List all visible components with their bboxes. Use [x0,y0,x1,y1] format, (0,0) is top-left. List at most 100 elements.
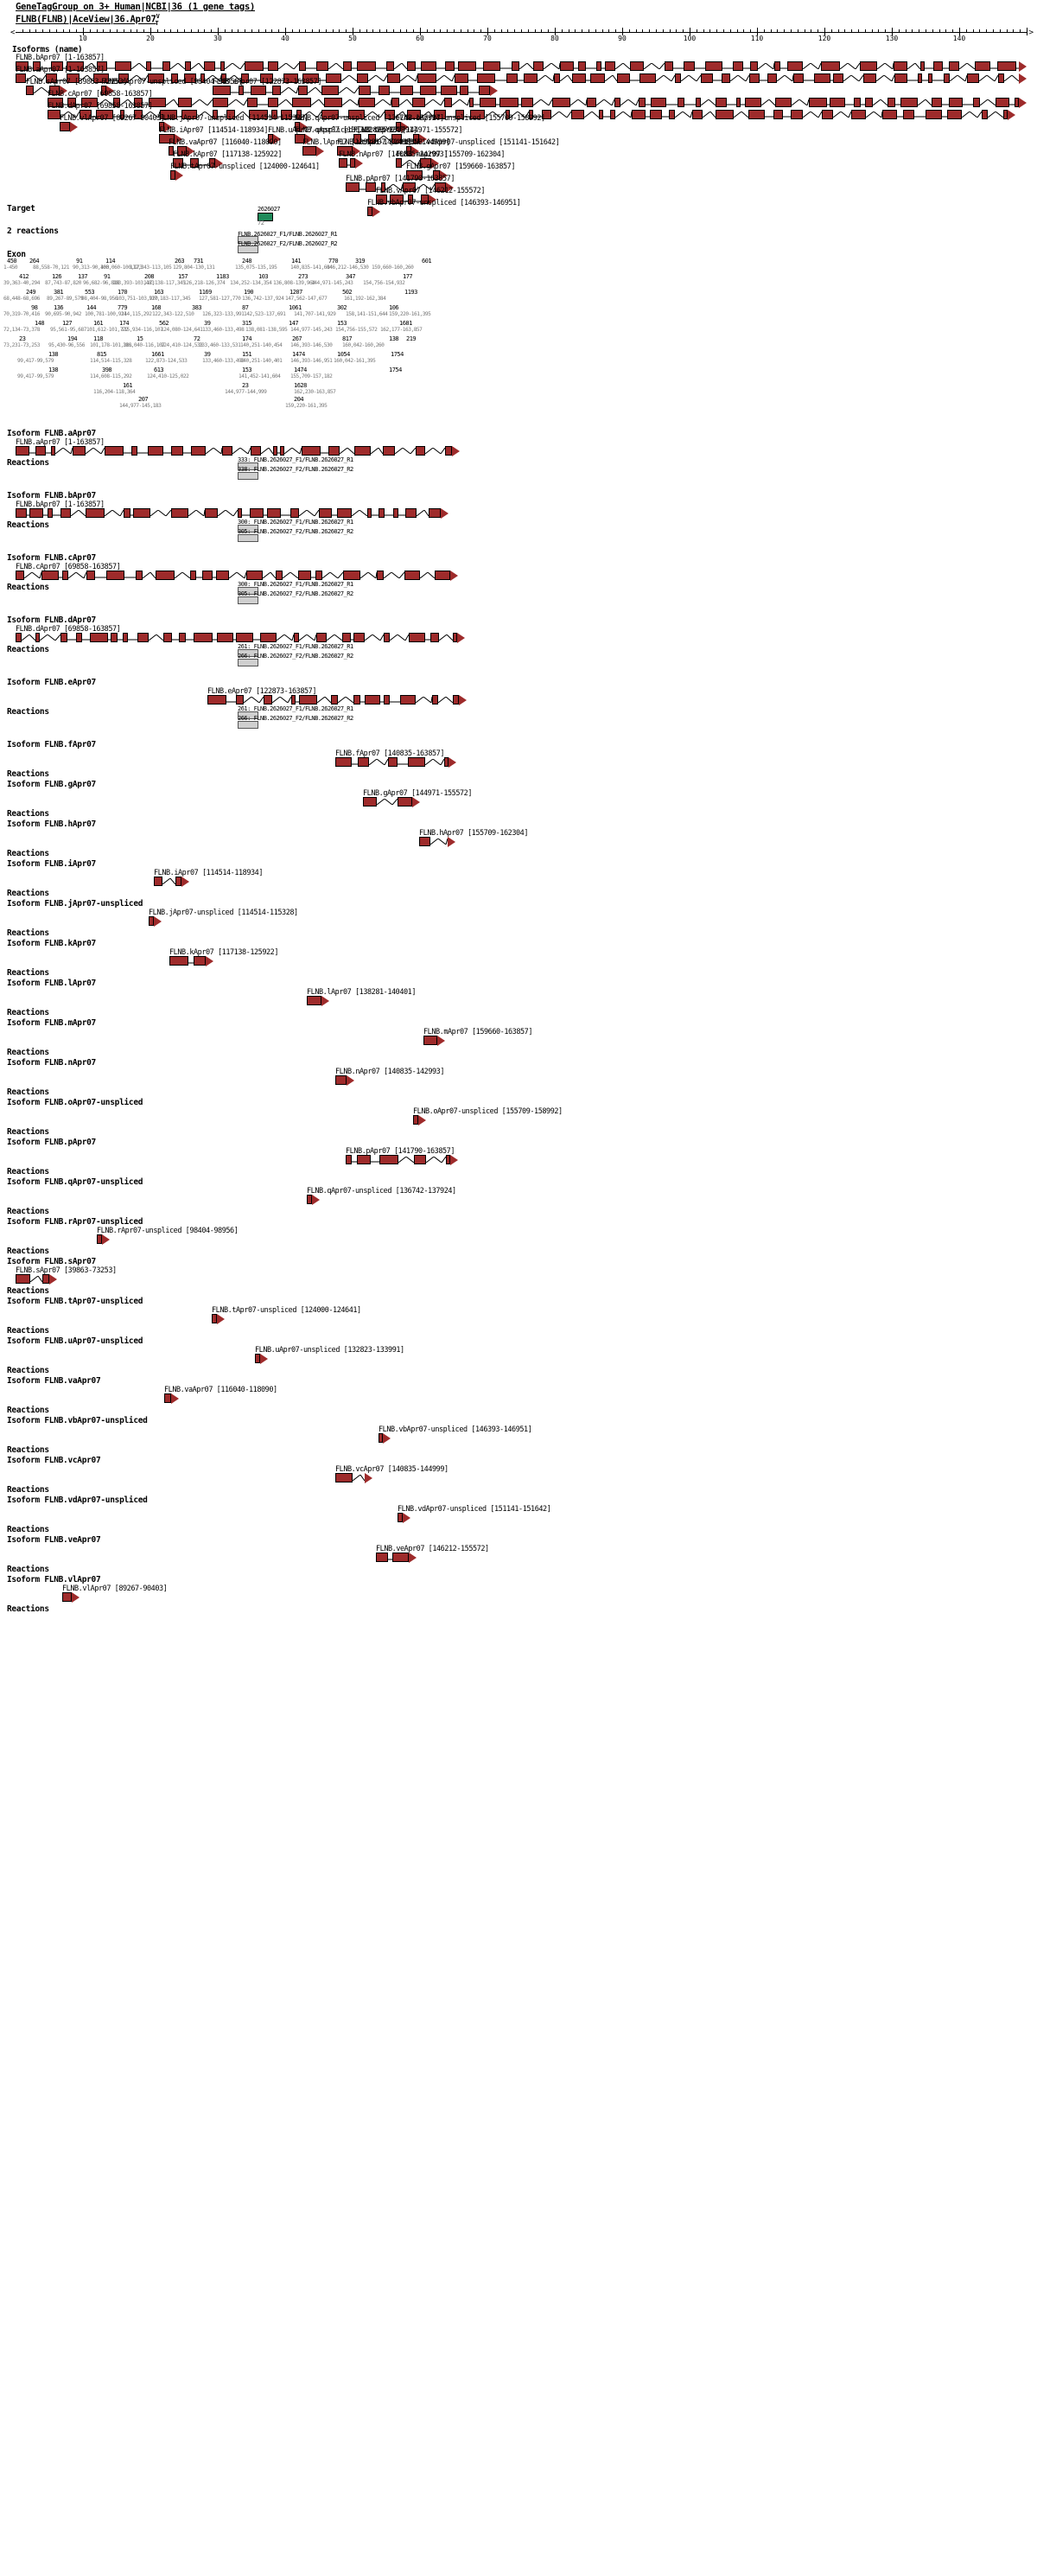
exon-block[interactable] [821,61,840,71]
exon-block[interactable] [587,98,596,107]
isoform-panel-label[interactable]: FLNB.kApr07 [117138-125922] [169,948,279,957]
exon-length[interactable]: 1474 [292,351,305,358]
exon-block[interactable] [291,695,296,705]
exon-block[interactable] [260,633,277,642]
exon-block[interactable] [281,110,292,119]
panel-reaction-block[interactable] [238,472,258,480]
exon-length[interactable]: 153 [242,367,252,373]
exon-block[interactable] [302,446,321,456]
exon-block[interactable] [998,73,1004,83]
gene-model[interactable] [268,134,281,144]
exon-block[interactable] [736,98,741,107]
exon-block[interactable] [194,956,206,966]
isoform-panel-label[interactable]: FLNB.vbApr07-unspliced [146393-146951] [379,1425,532,1434]
exon-coordinate-table[interactable]: 450 264 91 114 263 731 248 141 770 319 601 1-450 88,… [0,0,1037,409]
exon-block[interactable] [80,110,92,119]
exon-block[interactable] [445,61,455,71]
exon-block[interactable] [29,508,43,518]
panel-reaction-label[interactable]: 266: FLNB.2626027_F2/FLNB.2626027_R2 [238,715,353,722]
exon-block[interactable] [149,916,154,926]
isoform-row[interactable] [0,207,1037,217]
isoform-panel-model[interactable] [0,1473,1037,1483]
exon-block[interactable] [353,695,360,705]
exon-length[interactable]: 779 [118,304,128,311]
exon-block[interactable] [212,1314,217,1323]
gene-model[interactable] [170,170,183,181]
exon-block[interactable] [1015,98,1019,107]
exon-block[interactable] [506,73,518,83]
exon-length[interactable]: 15 [137,335,143,342]
exon-length[interactable]: 347 [346,273,356,280]
gene-model[interactable] [159,134,198,144]
exon-block[interactable] [173,158,183,168]
exon-coordinate[interactable]: 154,756-155,572 [335,327,378,333]
exon-coordinate[interactable]: 135,075-135,195 [235,265,277,271]
panel-reaction-block[interactable] [238,462,258,470]
gene-model[interactable] [255,1354,268,1364]
exon-block[interactable] [73,446,86,456]
exon-block[interactable] [16,1274,30,1284]
panel-reaction-label[interactable]: 338: FLNB.2626027_F2/FLNB.2626027_R2 [238,466,353,473]
exon-block[interactable] [97,61,107,71]
isoform-row[interactable] [0,158,1037,169]
exon-block[interactable] [381,182,385,192]
exon-block[interactable] [997,61,1016,71]
exon-block[interactable] [316,633,327,642]
exon-block[interactable] [194,633,213,642]
exon-block[interactable] [335,1473,353,1482]
exon-coordinate[interactable]: 1-450 [3,265,18,271]
exon-block[interactable] [614,98,620,107]
exon-block[interactable] [246,571,263,580]
exon-block[interactable] [272,86,281,95]
exon-block[interactable] [367,508,372,518]
exon-block[interactable] [388,757,398,767]
exon-length[interactable]: 815 [97,351,107,358]
exon-length[interactable]: 91 [76,258,83,265]
exon-block[interactable] [409,633,425,642]
exon-block[interactable] [181,110,197,119]
exon-block[interactable] [337,508,352,518]
exon-length[interactable]: 106 [389,304,399,311]
exon-length[interactable]: 731 [194,258,204,265]
isoform-panel-label[interactable]: FLNB.eApr07 [122873-163857] [207,687,317,696]
exon-block[interactable] [982,110,988,119]
exon-block[interactable] [365,695,380,705]
exon-block[interactable] [299,695,317,705]
isoform-panel-model[interactable] [0,1513,1037,1523]
isoform-panel-label[interactable]: FLNB.rApr07-unspliced [98404-98956] [97,1227,239,1235]
exon-block[interactable] [169,956,188,966]
exon-coordinate[interactable]: 154,756-154,932 [363,280,405,286]
exon-coordinate[interactable]: 147,562-147,677 [285,296,328,302]
exon-block[interactable] [675,73,681,83]
gene-model[interactable] [207,695,467,705]
exon-coordinate[interactable]: 146,393-146,530 [290,342,333,348]
isoform-panel-title[interactable]: Isoform FLNB.rApr07-unspliced [7,1217,143,1227]
exon-block[interactable] [328,446,340,456]
exon-length[interactable]: 249 [26,289,36,296]
exon-coordinate[interactable]: 89,267-89,579 [47,296,83,302]
exon-block[interactable] [273,446,277,456]
exon-coordinate[interactable]: 114,514-115,328 [90,358,132,364]
panel-reaction-block[interactable] [238,659,258,666]
exon-block[interactable] [171,446,183,456]
isoform-label[interactable]: FLNB.vaApr07 [116040-118090] [169,138,282,147]
exon-block[interactable] [814,73,830,83]
exon-coordinate[interactable]: 100,781-100,924 [85,311,127,317]
exon-block[interactable] [767,73,777,83]
exon-length[interactable]: 1681 [399,320,412,327]
isoform-row[interactable] [0,134,1037,144]
exon-length[interactable]: 613 [154,367,164,373]
exon-length[interactable]: 161 [93,320,104,327]
isoform-label[interactable]: FLNB.nApr07 [140835-142993] [339,150,449,159]
exon-block[interactable] [357,61,376,71]
exon-block[interactable] [335,757,352,767]
exon-block[interactable] [16,633,22,642]
exon-block[interactable] [967,73,979,83]
exon-block[interactable] [97,1234,102,1244]
exon-block[interactable] [407,110,421,119]
exon-block[interactable] [156,571,175,580]
exon-block[interactable] [407,61,416,71]
exon-block[interactable] [441,86,457,95]
exon-block[interactable] [359,98,375,107]
exon-coordinate[interactable]: 114,608-115,292 [90,373,132,379]
